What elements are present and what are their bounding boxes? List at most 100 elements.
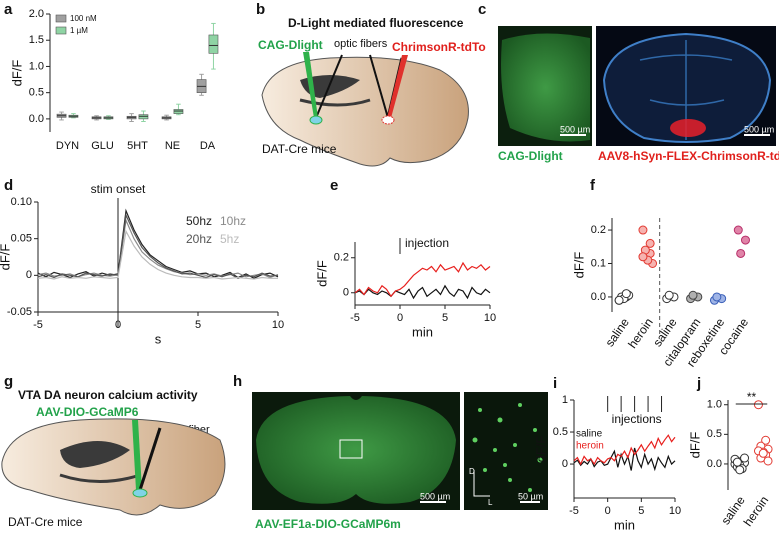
annotation: injections <box>612 412 662 426</box>
line-series <box>573 434 676 466</box>
virus-label: AAV-DIO-GCaMP6 <box>36 405 139 419</box>
y-tick-label: 1.0 <box>29 60 44 72</box>
panel-letter: i <box>553 375 557 392</box>
x-tick-label: heroin <box>741 494 772 529</box>
legend-label: 1 µM <box>70 26 88 35</box>
axis-label: D <box>469 467 475 476</box>
data-point <box>740 235 750 245</box>
x-tick-label: DA <box>200 140 216 152</box>
data-point <box>614 295 624 305</box>
box <box>138 114 149 120</box>
legend-label: 20hz <box>186 232 212 246</box>
injection-pipette <box>303 52 318 118</box>
cells <box>472 403 543 492</box>
x-tick-label: 0 <box>397 312 403 324</box>
data-point <box>712 292 722 302</box>
caption: CAG-Dlight <box>498 149 563 163</box>
panel-letter: c <box>478 1 486 18</box>
injection-pipette <box>132 420 142 490</box>
x-tick-label: 5 <box>442 312 448 324</box>
target-site <box>381 115 395 125</box>
y-axis-label: dF/F <box>571 252 586 279</box>
micrograph <box>464 392 548 510</box>
panel-h: h 500 µm D L 50 µm AAV-EF1a-DIO-GCaMP6m <box>233 373 548 531</box>
panel-letter: h <box>233 373 242 390</box>
legend-label: 10hz <box>220 214 246 228</box>
data-point <box>638 252 648 262</box>
data-point <box>735 465 745 475</box>
y-tick-label: 2.0 <box>29 8 44 20</box>
y-tick-label: 0.0 <box>591 291 606 303</box>
line-series <box>354 261 491 298</box>
micrograph-tissue <box>501 33 590 142</box>
axis-label: L <box>488 498 493 507</box>
data-point <box>733 225 743 235</box>
y-tick-label: 0.2 <box>334 252 349 264</box>
virus-label: ChrimsonR-tdTo <box>392 40 486 54</box>
target-site <box>132 488 148 498</box>
annotation: stim onset <box>91 182 146 196</box>
scale-label: 500 µm <box>744 124 774 134</box>
data-point <box>645 238 655 248</box>
legend-label: 100 nM <box>70 14 97 23</box>
x-tick-label: -5 <box>569 505 579 517</box>
panel-title: D-Light mediated fluorescence <box>288 16 464 30</box>
x-tick-label: 10 <box>272 319 284 331</box>
micrograph-tissue <box>602 32 772 143</box>
legend-label: 50hz <box>186 214 212 228</box>
x-axis-label: min <box>412 324 433 339</box>
x-tick-label: NE <box>165 140 180 152</box>
brain-sketch <box>1 418 226 516</box>
y-tick-label: 1.5 <box>29 34 44 46</box>
y-tick-label: 0.2 <box>591 224 606 236</box>
data-point <box>740 453 750 463</box>
panel-c: c 500 µm 500 µm CAG-Dlight AAV8-hSyn-FLE… <box>478 1 779 163</box>
x-tick-label: DYN <box>56 140 79 152</box>
mouse-label: DAT-Cre mice <box>8 515 83 529</box>
panel-letter: j <box>696 375 701 392</box>
y-tick-label: 0 <box>562 458 568 470</box>
line-series <box>354 284 491 300</box>
significance-label: ** <box>747 390 757 404</box>
line-series <box>37 213 279 279</box>
annotation: injection <box>405 236 449 250</box>
orientation-axes <box>473 470 490 497</box>
virus-label: CAG-Dlight <box>258 38 323 52</box>
scale-label: 500 µm <box>560 124 590 134</box>
y-tick-label: 0.5 <box>553 426 568 438</box>
y-axis-label: dF/F <box>0 244 12 271</box>
panel-letter: b <box>256 1 265 18</box>
optic-fiber <box>369 54 389 119</box>
x-tick-label: 10 <box>484 312 496 324</box>
box <box>208 34 219 54</box>
data-point <box>688 290 698 300</box>
y-axis-label: dF/F <box>687 432 702 459</box>
x-tick-label: 0 <box>605 505 611 517</box>
legend-swatch <box>55 26 67 35</box>
y-tick-label: 0.0 <box>707 458 722 470</box>
data-point <box>732 457 742 467</box>
data-point <box>638 225 648 235</box>
panel-letter: a <box>4 1 13 18</box>
x-tick-label: heroin <box>625 316 656 351</box>
caption: AAV-EF1a-DIO-GCaMP6m <box>255 517 401 531</box>
line-series <box>37 229 278 280</box>
x-tick-label: 5 <box>638 505 644 517</box>
scale-label: 50 µm <box>518 491 543 501</box>
fiber-label: optic fibers <box>334 38 388 50</box>
y-tick-label: 0.05 <box>11 233 32 245</box>
panel-b: b D-Light mediated fluorescence CAG-Dlig… <box>256 1 486 167</box>
y-tick-label: 0 <box>26 269 32 281</box>
y-axis-label: dF/F <box>533 436 548 463</box>
caption: AAV8-hSyn-FLEX-ChrimsonR-tdTo <box>598 149 779 163</box>
data-point <box>621 289 631 299</box>
panel-letter: g <box>4 373 13 390</box>
brain-structure <box>59 473 141 483</box>
micrograph-expression <box>670 119 706 137</box>
x-axis-label: s <box>155 331 162 346</box>
data-point <box>664 290 674 300</box>
data-point <box>763 456 773 466</box>
y-tick-label: 0.5 <box>707 428 722 440</box>
mouse-label: DAT-Cre mice <box>262 142 337 156</box>
